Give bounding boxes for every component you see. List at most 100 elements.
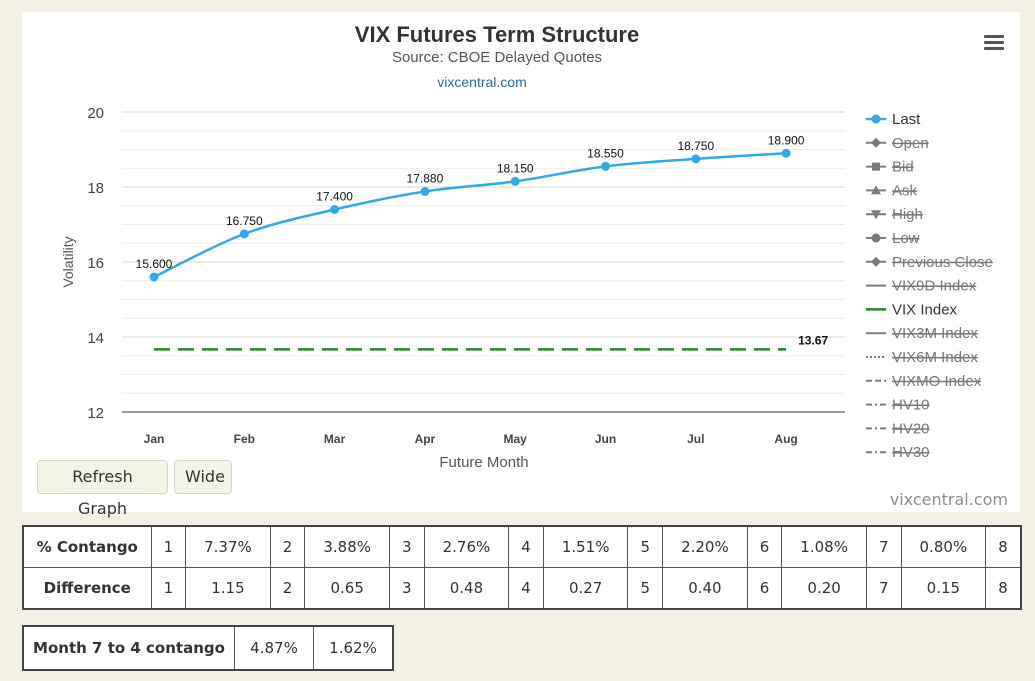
x-tick-label: Aug <box>774 432 797 446</box>
table-row: Difference 1 1.15 2 0.65 3 0.48 4 0.27 5 0.40 6 0.20… <box>22 567 1022 610</box>
chart-credit[interactable]: vixcentral.com <box>889 490 1008 509</box>
wide-button[interactable]: Wide <box>174 460 232 494</box>
legend-label: HV10 <box>892 397 930 414</box>
value-cell: 0.65 <box>304 567 390 610</box>
value-cell: 0.15 <box>900 567 987 610</box>
x-tick-label: Apr <box>415 432 436 446</box>
last-data-point <box>510 176 520 186</box>
value-cell: 1.15 <box>185 567 271 610</box>
value-cell: 7.37% <box>185 525 271 568</box>
month-index-cell: 5 <box>627 525 664 568</box>
y-axis-title: Volatility <box>60 236 76 287</box>
y-tick-label: 12 <box>87 405 104 422</box>
legend-item[interactable]: HV20 <box>866 420 930 437</box>
legend-item[interactable]: VIX6M Index <box>866 349 978 366</box>
legend-marker <box>871 185 881 195</box>
legend-label: Last <box>892 111 921 128</box>
x-tick-label: Jul <box>687 432 704 446</box>
legend-marker <box>872 162 880 171</box>
legend-label: HV20 <box>892 420 930 437</box>
last-data-label: 18.900 <box>768 133 805 147</box>
legend-item[interactable]: HV30 <box>866 444 930 461</box>
last-data-label: 15.600 <box>136 257 173 271</box>
x-axis-title: Future Month <box>439 454 528 471</box>
legend-item[interactable]: High <box>866 206 923 223</box>
value-cell: 0.80% <box>900 525 987 568</box>
legend-item[interactable]: Previous Close <box>866 254 993 271</box>
month-index-cell: 1 <box>150 525 187 568</box>
legend-marker <box>871 233 881 243</box>
month-index-cell: 3 <box>388 525 425 568</box>
x-tick-label: Jan <box>144 432 165 446</box>
last-data-point <box>330 205 340 214</box>
value-cell: 1.51% <box>542 525 629 568</box>
legend-item[interactable]: Open <box>866 135 929 152</box>
legend-label: VIX3M Index <box>892 325 978 342</box>
last-data-label: 16.750 <box>226 214 263 228</box>
legend-item[interactable]: VIX Index <box>866 301 958 318</box>
chart-source-link: vixcentral.com <box>437 74 526 90</box>
row-header: Month 7 to 4 contango <box>22 625 235 671</box>
legend-item[interactable]: VIX3M Index <box>866 325 978 342</box>
last-data-label: 17.400 <box>316 190 353 204</box>
month-index-cell: 4 <box>508 567 544 610</box>
legend-marker <box>871 137 881 148</box>
last-data-point <box>691 154 701 164</box>
month-index-cell: 2 <box>269 567 306 610</box>
value-cell: 3.88% <box>304 525 390 568</box>
last-data-point <box>149 272 159 282</box>
chart-subtitle: Source: CBOE Delayed Quotes <box>392 49 602 66</box>
legend-item[interactable]: Last <box>866 111 921 128</box>
table-row: % Contango 1 7.37% 2 3.88% 3 2.76% 4 1.51% 5 2.20%… <box>22 525 1022 568</box>
legend-label: Open <box>892 135 929 152</box>
x-tick-label: May <box>504 432 528 446</box>
x-tick-label: Feb <box>234 432 255 446</box>
contango-table: % Contango 1 7.37% 2 3.88% 3 2.76% 4 1.51% 5 2.20%… <box>22 525 1022 610</box>
last-data-label: 18.150 <box>497 161 534 175</box>
row-header: Difference <box>22 567 152 610</box>
legend-label: Ask <box>892 182 918 199</box>
menu-bar <box>984 41 1004 44</box>
legend-label: VIXMO Index <box>892 373 982 390</box>
last-data-label: 18.550 <box>587 146 624 160</box>
legend-label: VIX9D Index <box>892 278 977 295</box>
legend-label: Low <box>892 230 920 247</box>
legend-item[interactable]: Ask <box>866 182 918 199</box>
term-structure-chart: VIX Futures Term Structure Source: CBOE D… <box>60 22 993 471</box>
x-tick-label: Mar <box>324 432 346 446</box>
last-data-point <box>420 187 430 196</box>
last-data-label: 17.880 <box>407 172 444 186</box>
legend-marker <box>871 210 881 220</box>
legend-item[interactable]: HV10 <box>866 397 930 414</box>
last-data-point <box>601 161 610 171</box>
legend-marker <box>871 114 881 124</box>
x-tick-label: Jun <box>595 432 616 446</box>
value-cell: 0.40 <box>662 567 748 610</box>
month-index-cell: 4 <box>508 525 544 568</box>
chart-panel: VIX Futures Term Structure Source: CBOE D… <box>22 12 1020 518</box>
legend-label: HV30 <box>892 444 930 461</box>
value-cell: 2.20% <box>662 525 748 568</box>
month-index-cell: 8 <box>985 525 1022 568</box>
month-index-cell: 7 <box>865 525 902 568</box>
chart-title: VIX Futures Term Structure <box>355 22 639 47</box>
chart-menu-icon[interactable] <box>982 32 1006 54</box>
y-tick-label: 16 <box>87 255 104 272</box>
month7-contango-table: Month 7 to 4 contango 4.87% 1.62% <box>22 625 394 671</box>
refresh-graph-button[interactable]: Refresh Graph <box>37 460 168 518</box>
row-header: % Contango <box>22 525 152 568</box>
menu-bar <box>984 47 1004 50</box>
month-index-cell: 6 <box>746 525 783 568</box>
legend-label: VIX6M Index <box>892 349 978 366</box>
legend-item[interactable]: VIXMO Index <box>866 373 982 390</box>
month-index-cell: 5 <box>627 567 664 610</box>
legend-label: Bid <box>892 159 914 176</box>
legend-label: High <box>892 206 923 223</box>
month-index-cell: 2 <box>269 525 306 568</box>
legend-item[interactable]: Bid <box>866 159 914 176</box>
value-cell: 0.27 <box>542 567 629 610</box>
last-data-point <box>239 229 249 239</box>
y-tick-label: 14 <box>87 330 104 347</box>
legend-item[interactable]: Low <box>866 230 920 247</box>
legend-item[interactable]: VIX9D Index <box>866 278 977 295</box>
